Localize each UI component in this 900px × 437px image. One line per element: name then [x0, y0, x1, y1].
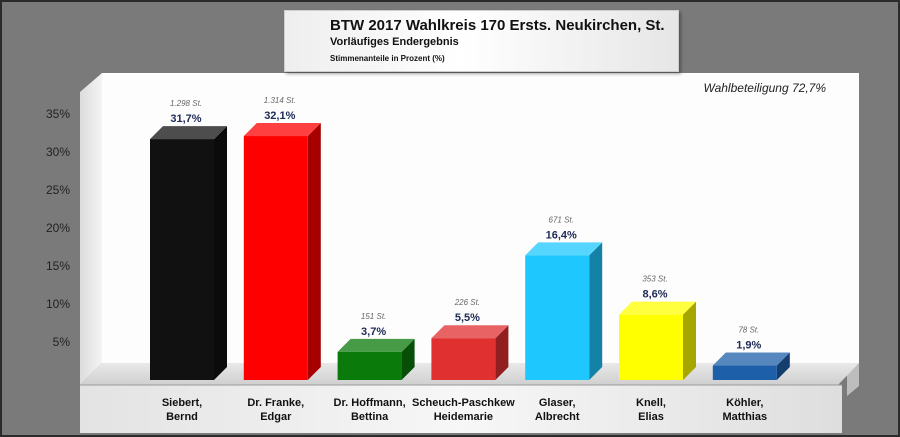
bar	[243, 136, 308, 380]
bar-votes-label: 671 St.	[549, 215, 574, 224]
y-tick-label: 20%	[46, 221, 70, 235]
bar-value-label: 1,9%	[736, 340, 761, 352]
bar-side	[776, 352, 790, 380]
bar	[712, 365, 777, 380]
bar-top	[150, 126, 227, 140]
y-tick-label: 10%	[46, 297, 70, 311]
x-tick-label: Matthias	[722, 411, 767, 423]
bar-top	[431, 325, 509, 339]
bar	[337, 351, 402, 380]
bar-side	[495, 325, 509, 380]
bar-votes-label: 1.314 St.	[264, 96, 296, 105]
bar-value-label: 3,7%	[361, 326, 386, 338]
bar	[431, 338, 496, 380]
bar-top	[712, 352, 790, 366]
bar-value-label: 32,1%	[264, 110, 295, 122]
bar-top	[525, 242, 603, 256]
bar	[619, 314, 683, 380]
bar-top	[243, 123, 321, 137]
x-tick-label: Scheuch-Paschkew	[412, 397, 515, 409]
bar-side	[307, 123, 321, 380]
bar	[150, 139, 214, 380]
x-tick-label: Knell,	[636, 397, 666, 409]
bar-value-label: 31,7%	[170, 113, 201, 125]
x-tick-label: Köhler,	[726, 397, 763, 409]
y-tick-label: 25%	[46, 183, 70, 197]
chart-subtitle: Vorläufiges Endergebnis	[330, 36, 459, 48]
y-tick-label: 35%	[46, 107, 70, 121]
x-tick-label: Dr. Hoffmann,	[334, 397, 406, 409]
bar-top	[619, 301, 696, 315]
x-tick-label: Dr. Franke,	[247, 397, 304, 409]
bar-votes-label: 78 St.	[738, 326, 759, 335]
bar-votes-label: 226 St.	[454, 298, 480, 307]
bar-side	[214, 126, 227, 380]
x-tick-label: Elias	[638, 411, 664, 423]
bar-votes-label: 353 St.	[642, 275, 667, 284]
x-tick-label: Bernd	[166, 411, 198, 423]
left-wall	[80, 73, 102, 385]
bar	[525, 255, 590, 380]
x-tick-label: Bettina	[351, 411, 389, 423]
chart-title-box: BTW 2017 Wahlkreis 170 Ersts. Neukirchen…	[284, 10, 679, 72]
x-tick-label: Albrecht	[535, 411, 580, 423]
bar-votes-label: 151 St.	[361, 312, 386, 321]
bar-side	[683, 301, 696, 380]
bar-value-label: 16,4%	[546, 229, 577, 241]
x-tick-label: Siebert,	[162, 397, 202, 409]
bar-value-label: 8,6%	[642, 289, 667, 301]
x-tick-label: Heidemarie	[434, 411, 493, 423]
category-band	[80, 385, 842, 433]
y-tick-label: 15%	[46, 259, 70, 273]
bar-side	[589, 242, 603, 380]
bar-value-label: 5,5%	[455, 312, 480, 324]
bar-top	[337, 338, 415, 352]
y-tick-label: 5%	[53, 335, 71, 349]
y-tick-label: 30%	[46, 145, 70, 159]
bar-votes-label: 1.298 St.	[170, 99, 202, 108]
x-tick-label: Glaser,	[539, 397, 576, 409]
chart-title: BTW 2017 Wahlkreis 170 Ersts. Neukirchen…	[330, 17, 665, 34]
bar-side	[401, 338, 415, 380]
chart-unit-note: Stimmenanteile in Prozent (%)	[330, 54, 445, 63]
x-tick-label: Edgar	[260, 411, 292, 423]
turnout-label: Wahlbeteiligung 72,7%	[703, 81, 826, 95]
